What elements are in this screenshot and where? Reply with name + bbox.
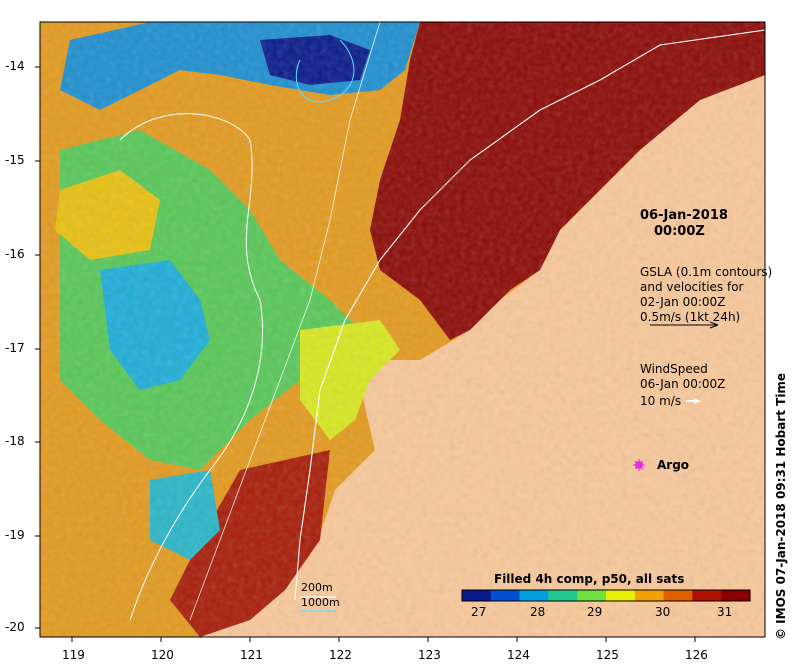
wind-line-2: 06-Jan 00:00Z [640,377,726,391]
argo-label: Argo [657,458,690,472]
gsla-line-4: 0.5m/s (1kt 24h) [640,310,741,324]
colorbar-segment [577,590,607,601]
x-tick-label: 122 [329,648,352,662]
x-tick-label: 124 [507,648,530,662]
y-tick-label: -16 [5,247,25,261]
gsla-line-2: and velocities for [640,280,744,294]
colorbar-segment [519,590,549,601]
map-date: 06-Jan-2018 [640,208,728,223]
velocity-scale-arrow [650,321,719,329]
colorbar-tick-label: 29 [587,605,603,619]
colorbar-segment [721,590,751,601]
wind-scale-label: 10 m/s [640,394,682,408]
wind-scale-arrow [686,398,700,404]
colorbar-segment [490,590,521,601]
credit-text: © IMOS 07-Jan-2018 09:31 Hobart Time [774,372,788,640]
colorbar-segment [462,590,492,601]
gsla-line-3: 02-Jan 00:00Z [640,295,726,309]
colorbar-segment [663,590,693,601]
x-tick-label: 126 [685,648,708,662]
colorbar-tick-label: 30 [655,605,671,619]
plot-frame [39,21,766,638]
colorbar-frame [461,589,751,602]
axis-ticks [35,66,696,642]
x-tick-label: 119 [62,648,85,662]
y-tick-label: -14 [5,59,25,73]
colorbar-segment [692,590,722,601]
contour-legend-1000m: 1000m [301,596,340,609]
argo-marker [633,459,645,471]
bathymetry-contour-200m [294,29,765,601]
y-tick-label: -19 [5,528,25,542]
gsla-contour-cyan [295,39,355,103]
x-tick-label: 120 [151,648,174,662]
gsla-contour [119,113,263,621]
x-tick-label: 125 [596,648,619,662]
sea-surface-temperature-field [40,22,765,637]
wind-line-1: WindSpeed [640,362,708,376]
colorbar-tick-label: 31 [717,605,733,619]
colorbar-segment [634,590,665,601]
colorbar-tick-label: 27 [471,605,487,619]
x-tick-label: 121 [240,648,263,662]
x-tick-label: 123 [418,648,441,662]
colorbar-tick-label: 28 [530,605,546,619]
bathymetry-contour-1000m [189,22,381,621]
y-tick-label: -15 [5,153,25,167]
y-tick-label: -17 [5,341,25,355]
gsla-line-1: GSLA (0.1m contours) [640,265,773,279]
colorbar-segment [548,590,578,601]
contour-legend-200m: 200m [301,581,333,594]
colorbar-title: Filled 4h comp, p50, all sats [494,572,685,586]
y-tick-label: -18 [5,434,25,448]
colorbar [461,589,751,602]
y-tick-label: -20 [5,620,25,634]
map-time: 00:00Z [654,224,705,239]
colorbar-segment [606,590,636,601]
